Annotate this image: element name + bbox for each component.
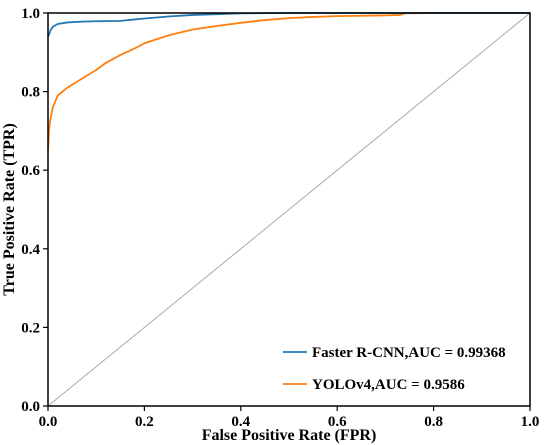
- y-tick-label: 1.0: [21, 6, 40, 22]
- legend: Faster R-CNN,AUC = 0.99368 YOLOv4,AUC = 0…: [283, 345, 506, 393]
- x-axis-title: False Positive Rate (FPR): [202, 427, 377, 444]
- x-tick-label: 0.2: [135, 414, 154, 430]
- y-axis-title: True Positive Rate (TPR): [1, 123, 18, 296]
- y-tick-label: 0.4: [21, 242, 40, 258]
- y-axis-ticks: 0.0 0.2 0.4 0.6 0.8 1.0: [21, 6, 48, 415]
- legend-label: YOLOv4,AUC = 0.9586: [312, 377, 465, 393]
- x-tick-label: 0.0: [39, 414, 58, 430]
- y-tick-label: 0.0: [21, 399, 40, 415]
- diagonal-reference-line: [47, 12, 531, 407]
- x-tick-label: 1.0: [521, 414, 540, 430]
- series-line-1: [47, 12, 530, 151]
- y-tick-label: 0.6: [21, 163, 40, 179]
- plot-frame: [47, 12, 531, 407]
- x-tick-label: 0.8: [424, 414, 443, 430]
- legend-label: Faster R-CNN,AUC = 0.99368: [312, 345, 506, 361]
- y-tick-label: 0.2: [21, 320, 40, 336]
- x-tick-label: 0.6: [328, 414, 347, 430]
- y-tick-label: 0.8: [21, 85, 40, 101]
- x-axis-ticks: 0.0 0.2 0.4 0.6 0.8 1.0: [39, 406, 540, 430]
- x-tick-label: 0.4: [231, 414, 250, 430]
